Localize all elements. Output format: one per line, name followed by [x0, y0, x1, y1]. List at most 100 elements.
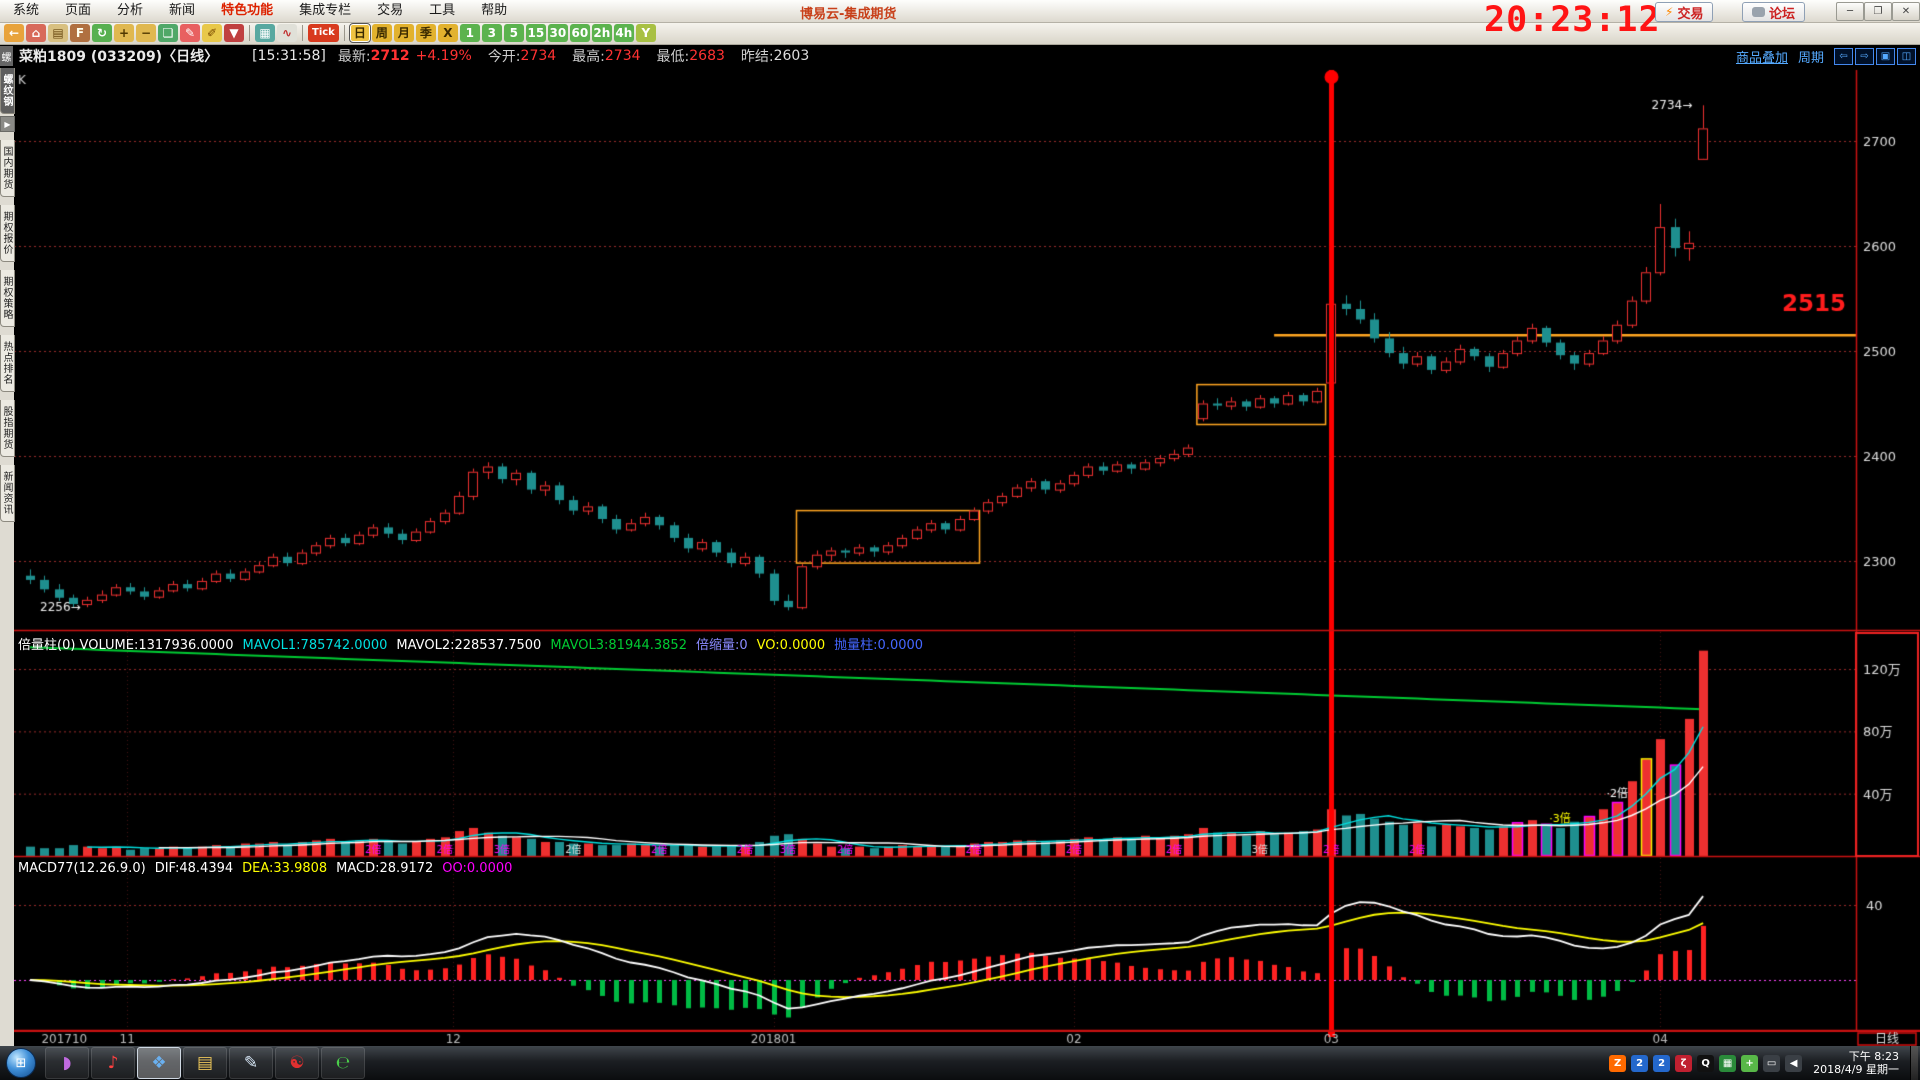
chart-icon[interactable]: ∿: [277, 24, 297, 42]
menu-item-2[interactable]: 分析: [117, 3, 144, 18]
app-title: 博易云-集成期货: [800, 7, 897, 22]
safety-plus-icon[interactable]: +: [1741, 1054, 1759, 1072]
menu-item-1[interactable]: 页面: [65, 3, 92, 18]
start-button[interactable]: ⊞: [6, 1048, 36, 1078]
finance-icon[interactable]: F: [70, 24, 90, 42]
tray-2a-icon[interactable]: 2: [1631, 1054, 1649, 1072]
stock-app-icon[interactable]: ☯: [275, 1047, 319, 1079]
menu-item-3[interactable]: 新闻: [169, 3, 196, 18]
quote-field: 2712: [370, 48, 410, 64]
music-app-icon[interactable]: ♪: [91, 1047, 135, 1079]
menu-item-5[interactable]: 集成专栏: [299, 3, 352, 18]
period-link[interactable]: 周期: [1797, 51, 1824, 66]
period-season[interactable]: 季: [415, 24, 436, 42]
toolbar-separator: [343, 25, 345, 41]
speech-bubble-icon: [1752, 7, 1765, 17]
network-tray-icon[interactable]: ▭: [1763, 1054, 1781, 1072]
toolbar-separator: [302, 25, 303, 41]
zoom-in-icon[interactable]: +: [114, 24, 134, 42]
sidebar-tab-2[interactable]: 期权报价: [0, 205, 15, 262]
quote-field: +4.19%: [415, 48, 472, 64]
boyi-app-icon[interactable]: ❖: [137, 1047, 181, 1079]
volume-tray-icon[interactable]: ◀: [1785, 1054, 1803, 1072]
window-arrange-icon-0[interactable]: ⇦: [1834, 48, 1853, 65]
qq-tray-icon[interactable]: Q: [1697, 1054, 1715, 1072]
close-button[interactable]: ✕: [1892, 2, 1920, 21]
overlay-icon[interactable]: ❏: [158, 24, 178, 42]
sidebar-tab-6[interactable]: 新闻资讯: [0, 465, 15, 522]
quote-field: 2603: [773, 48, 810, 64]
zoom-out-icon[interactable]: −: [136, 24, 156, 42]
period-custom[interactable]: X: [437, 24, 458, 42]
menu-item-0[interactable]: 系统: [13, 3, 40, 18]
menu-bar: 系统 页面 分析 新闻 特色功能 集成专栏 交易 工具 帮助: [0, 0, 520, 22]
shield-tray-icon[interactable]: ▦: [1719, 1054, 1737, 1072]
sidebar-tab-5[interactable]: 股指期货: [0, 400, 15, 457]
toolbar-separator: [249, 25, 250, 41]
period-60min[interactable]: 60: [569, 24, 590, 42]
quote-field: 菜粕1809 (033209)〈日线〉: [19, 49, 219, 65]
quote-field: 今开:: [487, 49, 521, 65]
period-3min[interactable]: 3: [481, 24, 502, 42]
menu-item-6[interactable]: 交易: [377, 3, 404, 18]
info-bar-right: 商品叠加 周期 ⇦ ⇨ ▣ ◫: [1736, 47, 1916, 66]
quote-field: 2734: [520, 48, 557, 64]
quote-field: 最新:: [337, 49, 371, 65]
brush-icon[interactable]: ✐: [202, 24, 222, 42]
window-arrange-icon-2[interactable]: ▣: [1876, 48, 1895, 65]
tray-2b-icon[interactable]: 2: [1653, 1054, 1671, 1072]
window-arrange-icon-1[interactable]: ⇨: [1855, 48, 1874, 65]
sidebar-expand-icon[interactable]: ▶: [0, 116, 15, 132]
news-icon[interactable]: ▤: [48, 24, 68, 42]
toolbar: ← ⌂ ▤ F ↻ + − ❏ ✎ ✐ ▼ ▦ ∿ Tick 日周月季 X 1 3 5 15 30 60 2h 4h Y: [0, 22, 1920, 45]
taskbar: ⊞ ◗ ♪ ❖ ▤ ✎ ☯ ℮ Z 2 2 ζ Q ▦ + ▭ ◀ 下午 8:23 2018/4/9 星期一: [0, 1046, 1920, 1080]
period-15min[interactable]: 15: [525, 24, 546, 42]
period-week[interactable]: 周: [371, 24, 392, 42]
dolphin-app-icon[interactable]: ◗: [45, 1047, 89, 1079]
period-1min[interactable]: 1: [459, 24, 480, 42]
contract-tab-icon[interactable]: 螺: [0, 46, 13, 66]
quote-field: 最高:: [572, 49, 605, 65]
green-e-app-icon[interactable]: ℮: [321, 1047, 365, 1079]
sidebar-tab-1[interactable]: 国内期货: [0, 140, 15, 197]
show-desktop-button[interactable]: [1910, 1046, 1918, 1080]
period-year[interactable]: Y: [635, 24, 656, 42]
period-5min[interactable]: 5: [503, 24, 524, 42]
window-arrange-icon-3[interactable]: ◫: [1897, 48, 1916, 65]
overlay-commodity-link[interactable]: 商品叠加: [1735, 51, 1788, 66]
period-day[interactable]: 日: [348, 23, 371, 43]
taskbar-clock[interactable]: 下午 8:23 2018/4/9 星期一: [1813, 1050, 1899, 1076]
ribbon-tray-icon[interactable]: ζ: [1675, 1054, 1693, 1072]
period-2h[interactable]: 2h: [591, 24, 612, 42]
chart-canvas[interactable]: [14, 68, 1920, 1046]
notepad-icon[interactable]: ✎: [229, 1047, 273, 1079]
sidebar-tab-0[interactable]: 螺纹钢: [0, 68, 15, 114]
menu-item-7[interactable]: 工具: [429, 3, 456, 18]
period-30min[interactable]: 30: [547, 24, 568, 42]
filter-icon[interactable]: ▼: [224, 24, 244, 42]
period-4h[interactable]: 4h: [613, 24, 634, 42]
minimize-button[interactable]: ─: [1836, 2, 1864, 21]
explorer-icon[interactable]: ▤: [183, 1047, 227, 1079]
sidebar-tab-3[interactable]: 期权策略: [0, 270, 15, 327]
quote-summary: 菜粕1809 (033209)〈日线〉 [15:31:58] 最新: 2712 +4.1…: [19, 46, 809, 66]
window-arrange-tools: ⇦ ⇨ ▣ ◫: [1834, 48, 1916, 65]
grid-icon[interactable]: ▦: [255, 24, 275, 42]
quote-field: [15:31:58]: [252, 48, 326, 64]
period-month[interactable]: 月: [393, 24, 414, 42]
z-tray-icon[interactable]: Z: [1609, 1054, 1627, 1072]
forum-button[interactable]: 论坛: [1742, 2, 1806, 22]
menu-item-4[interactable]: 特色功能: [221, 3, 274, 18]
sidebar: 螺纹钢 ▶ 国内期货期权报价期权策略热点排名股指期货新闻资讯: [0, 68, 15, 1046]
refresh-icon[interactable]: ↻: [92, 24, 112, 42]
home-icon[interactable]: ⌂: [26, 24, 46, 42]
quote-field: 2734: [604, 48, 641, 64]
period-tick[interactable]: Tick: [308, 24, 339, 42]
trade-button[interactable]: ⚡ 交易: [1655, 2, 1714, 22]
maximize-button[interactable]: ❐: [1864, 2, 1892, 21]
sidebar-tab-4[interactable]: 热点排名: [0, 335, 15, 392]
draw-icon[interactable]: ✎: [180, 24, 200, 42]
back-icon[interactable]: ←: [4, 24, 24, 42]
menu-item-8[interactable]: 帮助: [481, 3, 508, 18]
quote-field: 2683: [689, 48, 725, 64]
